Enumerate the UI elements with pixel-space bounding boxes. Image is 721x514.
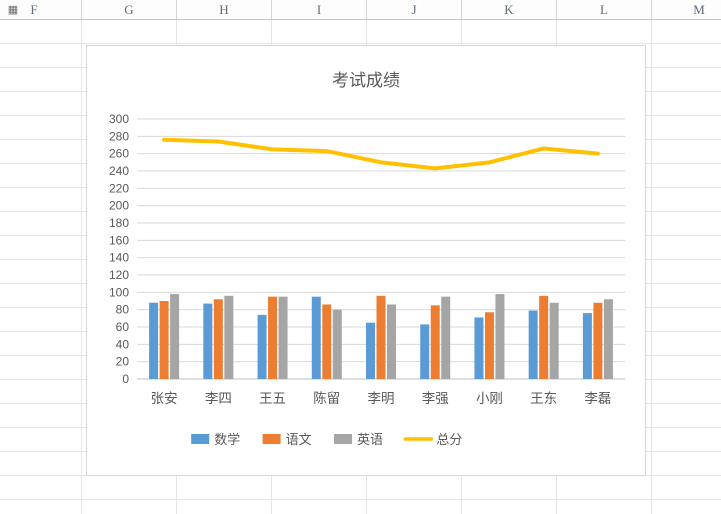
svg-text:180: 180 xyxy=(109,216,129,230)
svg-text:张安: 张安 xyxy=(151,391,178,406)
column-header-M[interactable]: M xyxy=(652,0,721,19)
svg-text:160: 160 xyxy=(109,233,129,247)
column-header-H[interactable]: H xyxy=(177,0,272,19)
chart-container[interactable]: 考试成绩 0 20 40 60 80 100 120 140 160 180 200 220 240 260… xyxy=(86,45,646,476)
exam-scores-chart: 考试成绩 0 20 40 60 80 100 120 140 160 180 200 220 240 260… xyxy=(109,71,625,447)
svg-text:王东: 王东 xyxy=(530,391,557,406)
svg-text:300: 300 xyxy=(109,112,129,126)
bar-series-2 xyxy=(170,294,613,379)
svg-text:280: 280 xyxy=(109,129,129,143)
svg-text:240: 240 xyxy=(109,164,129,178)
legend: 数学 语文 英语 总分 xyxy=(191,432,462,447)
svg-text:60: 60 xyxy=(116,320,130,334)
svg-text:220: 220 xyxy=(109,181,129,195)
svg-text:总分: 总分 xyxy=(436,432,462,447)
svg-text:200: 200 xyxy=(109,199,129,213)
y-axis-labels: 0 20 40 60 80 100 120 140 160 180 200 220 240 260 280 3… xyxy=(109,112,129,386)
svg-text:120: 120 xyxy=(109,268,129,282)
svg-text:语文: 语文 xyxy=(286,432,312,447)
line-series-0 xyxy=(162,137,600,171)
svg-text:20: 20 xyxy=(116,355,130,369)
column-header-I[interactable]: I xyxy=(272,0,367,19)
svg-text:260: 260 xyxy=(109,147,129,161)
svg-text:李磊: 李磊 xyxy=(584,391,611,406)
svg-text:140: 140 xyxy=(109,251,129,265)
x-axis-labels: 张安 李四 王五 陈留 李明 李强 小刚 王东 李磊 xyxy=(151,390,612,406)
svg-text:陈留: 陈留 xyxy=(313,390,340,406)
bar-series-0 xyxy=(149,296,592,379)
bar-series-1 xyxy=(159,295,603,379)
column-header-G[interactable]: G xyxy=(82,0,177,19)
svg-text:英语: 英语 xyxy=(357,432,383,447)
column-header-F[interactable]: F xyxy=(0,0,82,19)
svg-text:0: 0 xyxy=(122,372,129,386)
svg-text:80: 80 xyxy=(116,303,130,317)
column-header-J[interactable]: J xyxy=(367,0,462,19)
svg-text:李强: 李强 xyxy=(422,391,449,406)
svg-text:100: 100 xyxy=(109,285,129,299)
chart-title: 考试成绩 xyxy=(332,71,400,90)
svg-text:40: 40 xyxy=(116,337,130,351)
svg-text:小刚: 小刚 xyxy=(476,391,503,406)
svg-text:李四: 李四 xyxy=(205,391,232,406)
column-header-L[interactable]: L xyxy=(557,0,652,19)
svg-text:王五: 王五 xyxy=(259,391,286,406)
svg-text:李明: 李明 xyxy=(368,391,395,406)
column-header-K[interactable]: K xyxy=(462,0,557,19)
select-all-icon[interactable]: ▦ xyxy=(7,4,19,16)
svg-text:数学: 数学 xyxy=(214,432,240,447)
